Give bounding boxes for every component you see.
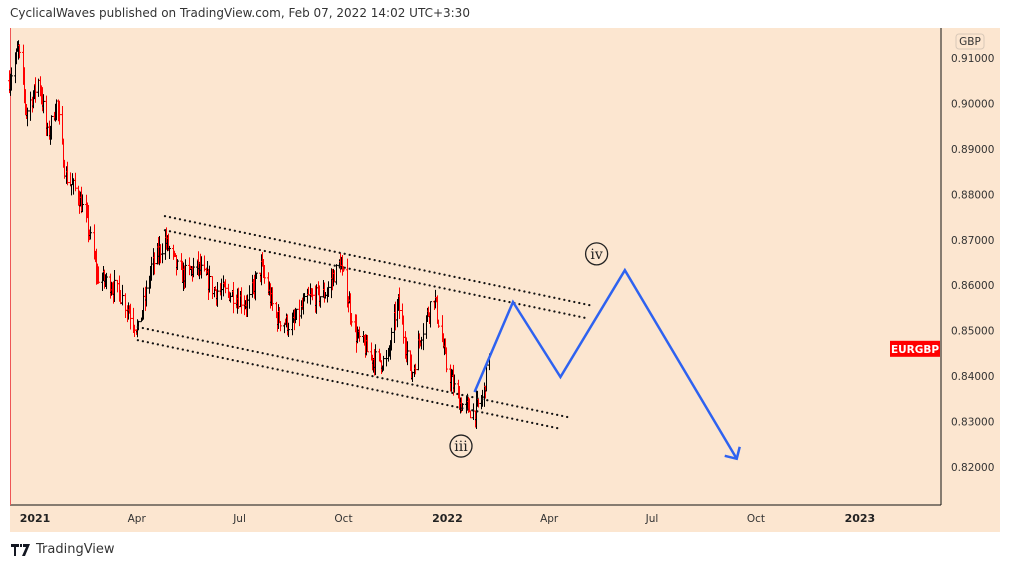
projection-path [473, 267, 738, 460]
x-tick-label: Jul [645, 513, 659, 525]
y-tick-label: 0.91000 [951, 53, 994, 65]
channel-line [163, 215, 591, 307]
x-tick-label: Oct [747, 513, 765, 525]
wave-label-circle [449, 434, 473, 458]
projection-arrowhead [724, 446, 741, 461]
chart-background [10, 28, 1000, 532]
channel-line [136, 325, 569, 419]
channel-line [136, 339, 562, 430]
y-tick-label: 0.86000 [951, 280, 994, 292]
currency-label: GBP [959, 36, 981, 48]
x-tick-label: 2021 [20, 512, 51, 525]
y-tick-label: 0.84000 [951, 371, 994, 383]
tradingview-brand[interactable]: TradingView [11, 542, 115, 557]
y-tick-label: 0.88000 [951, 189, 994, 201]
x-tick-label: Oct [334, 513, 352, 525]
wave-label-circle [584, 242, 609, 266]
y-tick-label: 0.82000 [951, 462, 994, 474]
publish-header: CyclicalWaves published on TradingView.c… [10, 6, 470, 20]
y-tick-label: 0.83000 [951, 417, 994, 429]
last-price-symbol: EURGBP [891, 344, 939, 356]
y-tick-label: 0.89000 [951, 144, 994, 156]
currency-badge [955, 33, 985, 50]
ohlc-bars [8, 40, 491, 430]
y-tick-label: 0.90000 [951, 98, 994, 110]
x-tick-label: Apr [128, 513, 147, 525]
x-tick-label: 2023 [845, 512, 876, 525]
brand-label: TradingView [36, 542, 115, 557]
y-tick-label: 0.87000 [951, 235, 994, 247]
wave-label: iii [454, 439, 468, 455]
x-tick-label: 2022 [432, 512, 463, 525]
wave-label: iv [590, 247, 602, 263]
x-tick-label: Apr [540, 513, 559, 525]
last-price-tag [890, 340, 940, 357]
y-tick-label: 0.85000 [951, 326, 994, 338]
x-tick-label: Jul [232, 513, 246, 525]
tradingview-logo-icon [11, 543, 30, 556]
